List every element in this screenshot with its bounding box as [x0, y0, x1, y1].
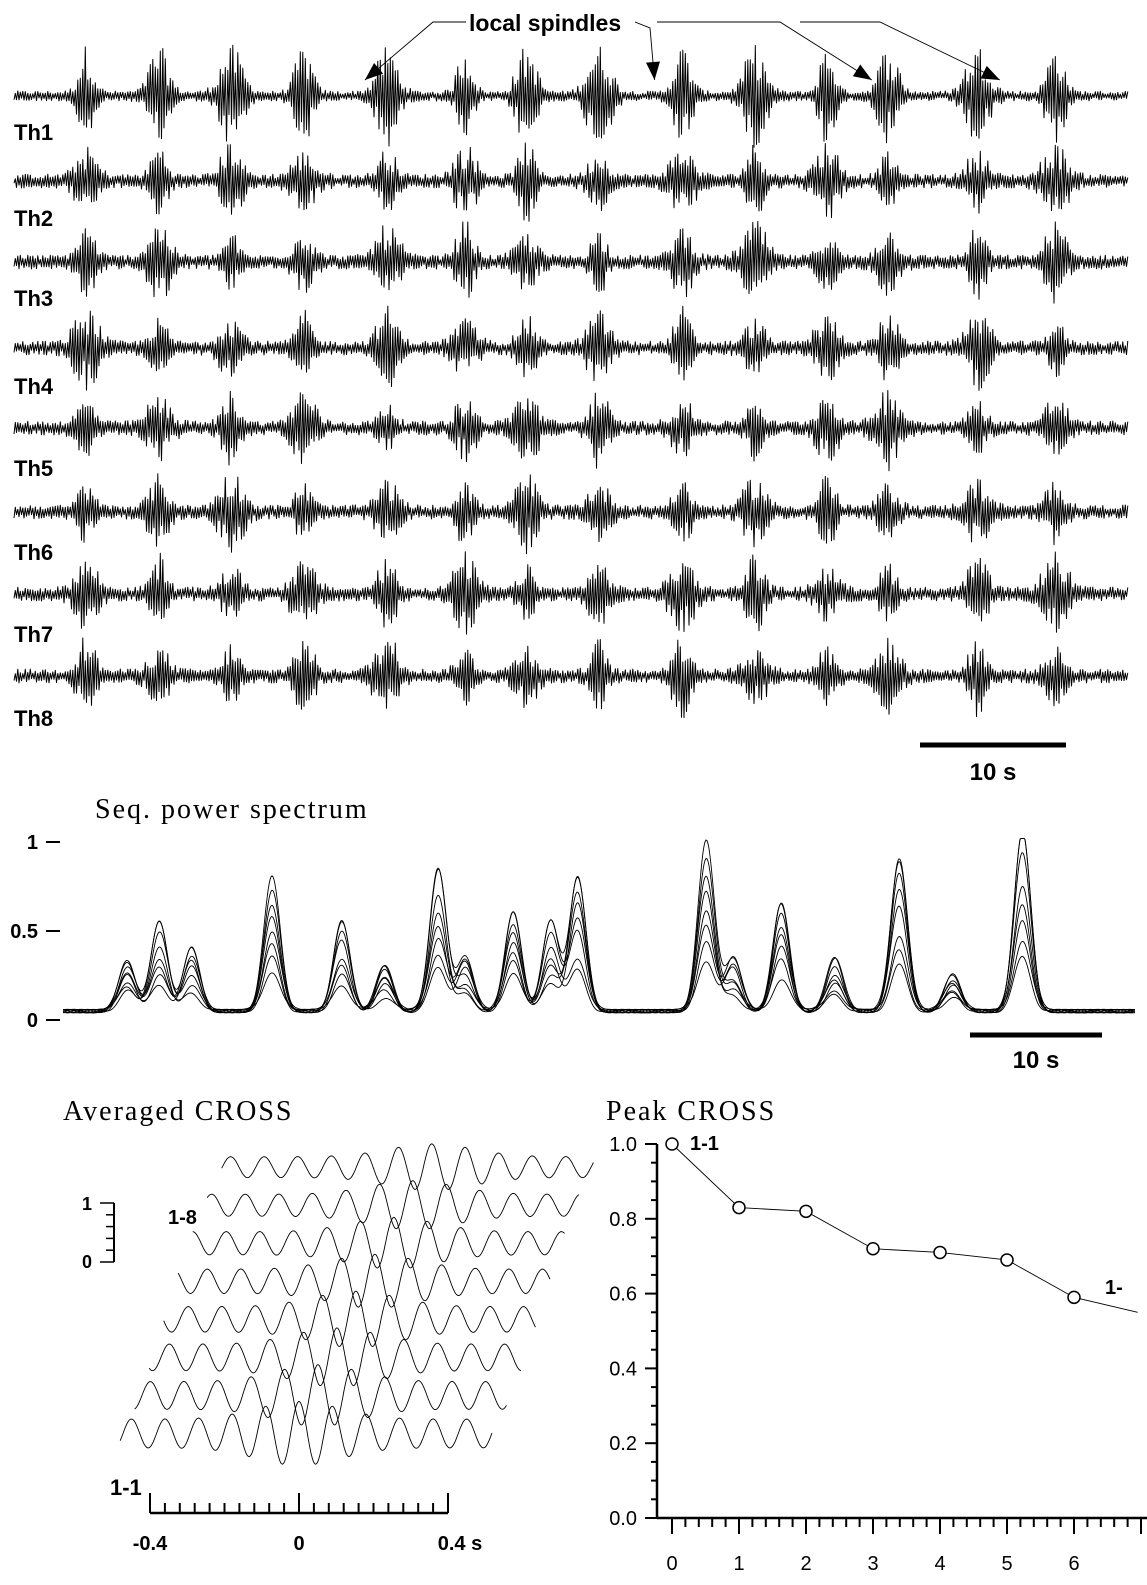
y-tick-label: 0.0: [609, 1508, 637, 1530]
x-tick-label: -0.4: [133, 1533, 168, 1555]
cross-trace: [163, 1290, 536, 1347]
cross-trace: [148, 1327, 522, 1387]
trace-th1: [13, 44, 1129, 148]
spectrum-curve: [62, 857, 1136, 1014]
label-1-1: 1-1: [110, 1475, 142, 1500]
trace-th2: [13, 142, 1129, 222]
x-tick-label: 0: [666, 1553, 677, 1575]
arrow-line: [800, 21, 1001, 81]
cross-trace: [134, 1364, 507, 1426]
y-tick-label: 0: [27, 1010, 38, 1032]
label-1-8: 1-8: [168, 1207, 197, 1229]
channel-label-th4: Th4: [14, 374, 54, 399]
y-tick-label: 0.8: [609, 1209, 637, 1231]
trace-th8: [13, 637, 1129, 719]
annotation-arrows: [364, 21, 1001, 81]
arrow-head: [364, 62, 384, 80]
arrow-head: [646, 61, 660, 80]
channel-label-th5: Th5: [14, 456, 53, 481]
y-tick-label: 0.4: [609, 1358, 637, 1380]
trace-th6: [13, 473, 1129, 555]
y-tick-label: 1.0: [609, 1134, 637, 1156]
x-tick-label: 6: [1068, 1553, 1079, 1575]
channel-label-th1: Th1: [14, 120, 53, 145]
spectrum-curve: [62, 852, 1136, 1014]
x-tick-label: 2: [800, 1553, 811, 1575]
spectrum-curve: [62, 837, 1136, 1014]
channel-label-th7: Th7: [14, 622, 53, 647]
cross-x-axis: -0.4 0 0.4 s: [133, 1493, 482, 1555]
trace-th4: [13, 305, 1129, 391]
peak-cross-point: [665, 1137, 679, 1151]
channel-label-th8: Th8: [14, 706, 53, 731]
power-spectrum-y-axis: 00.51: [10, 832, 60, 1032]
arrow-head: [980, 65, 1000, 80]
x-tick-label: 1: [733, 1553, 744, 1575]
channel-labels: Th1 Th2 Th3 Th4 Th5 Th6 Th7 Th8: [14, 120, 54, 731]
cross-trace: [192, 1217, 565, 1269]
trace-th5: [13, 390, 1129, 472]
averaged-cross-panel: Averaged CROSS 10 1-8 1-1 -0.4 0 0.4 s: [63, 1096, 594, 1555]
local-spindles-annotation: local spindles: [469, 10, 621, 36]
thalamic-traces-panel: local spindles Th1Th2Th3Th4Th5Th6Th7Th8 …: [13, 10, 1129, 786]
spectrum-scalebar-label: 10 s: [1013, 1047, 1060, 1074]
cross-trace: [221, 1143, 594, 1190]
cross-correlation-traces: [119, 1143, 594, 1465]
peak-cross-point: [732, 1200, 746, 1215]
power-spectrum-curves: [62, 837, 1136, 1014]
trace-group: [13, 44, 1129, 719]
x-tick-label: 5: [1001, 1553, 1012, 1575]
peak-cross-point: [799, 1204, 813, 1219]
point-label-1-1: 1-1: [690, 1133, 719, 1155]
peak-cross-title: Peak CROSS: [606, 1096, 776, 1127]
spectrum-curve: [62, 875, 1136, 1014]
trace-th3: [13, 220, 1129, 304]
averaged-cross-title: Averaged CROSS: [63, 1096, 293, 1127]
time-scalebar-label: 10 s: [970, 759, 1017, 786]
peak-cross-point: [933, 1245, 947, 1260]
y-tick-label: 0.6: [609, 1284, 637, 1306]
x-tick-label: 0.4 s: [438, 1533, 482, 1555]
arrow-head: [852, 64, 872, 80]
cross-trace: [206, 1180, 580, 1230]
channel-label-th3: Th3: [14, 286, 53, 311]
spectrum-curve: [62, 875, 1136, 1014]
channel-label-th2: Th2: [14, 206, 53, 231]
y-tick-label: 0.2: [609, 1433, 637, 1455]
point-label-1-end: 1-: [1105, 1277, 1123, 1299]
scale-label-0: 0: [82, 1252, 92, 1272]
y-tick-label: 1: [27, 832, 38, 854]
peak-cross-point: [1000, 1253, 1014, 1267]
channel-label-th6: Th6: [14, 540, 53, 565]
peak-cross-panel: Peak CROSS 0.00.20.40.60.81.00 1 2 3 4 5 6 1-1…: [606, 1096, 1147, 1575]
scale-label-1: 1: [82, 1194, 92, 1214]
cross-trace: [119, 1401, 493, 1465]
x-tick-label: 3: [867, 1553, 878, 1575]
x-tick-label: 0: [293, 1533, 304, 1555]
peak-cross-line: [671, 1143, 1138, 1313]
arrow-line: [657, 21, 873, 81]
spectrum-curve: [62, 872, 1135, 1014]
trace-th7: [13, 551, 1129, 635]
power-spectrum-panel: Seq. power spectrum 00.51 10 s: [10, 794, 1136, 1074]
spectrum-curve: [62, 860, 1136, 1014]
peak-cross-point: [1067, 1290, 1081, 1305]
y-tick-label: 0.5: [10, 921, 38, 943]
peak-cross-axes: 0.0 0.2 0.4 0.6 0.8 1.0 0 1 2 3 4 5 6: [609, 1134, 1147, 1575]
power-spectrum-title: Seq. power spectrum: [95, 794, 369, 825]
amplitude-scalebar: 10: [82, 1194, 115, 1272]
arrow-line: [364, 21, 466, 81]
peak-cross-data: 1-1 1-: [665, 1133, 1138, 1313]
peak-cross-point: [866, 1241, 880, 1256]
spectrum-curve: [62, 837, 1136, 1014]
cross-trace: [177, 1253, 551, 1308]
x-tick-label: 4: [934, 1553, 945, 1575]
